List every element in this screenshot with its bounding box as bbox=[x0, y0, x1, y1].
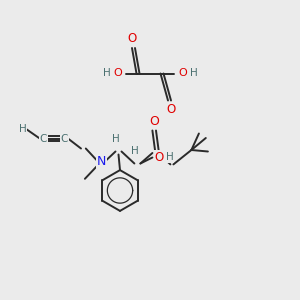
Text: C: C bbox=[61, 134, 68, 144]
Text: O: O bbox=[167, 103, 176, 116]
Text: H: H bbox=[190, 68, 197, 79]
Text: H: H bbox=[131, 146, 139, 157]
Text: O: O bbox=[155, 151, 164, 164]
Text: O: O bbox=[178, 68, 187, 79]
Text: H: H bbox=[19, 124, 26, 134]
Text: O: O bbox=[113, 68, 122, 79]
Text: C: C bbox=[40, 134, 47, 144]
Text: H: H bbox=[166, 152, 173, 163]
Text: H: H bbox=[112, 134, 120, 145]
Text: O: O bbox=[128, 32, 136, 46]
Text: H: H bbox=[103, 68, 110, 79]
Text: O: O bbox=[149, 115, 159, 128]
Text: N: N bbox=[97, 155, 106, 168]
